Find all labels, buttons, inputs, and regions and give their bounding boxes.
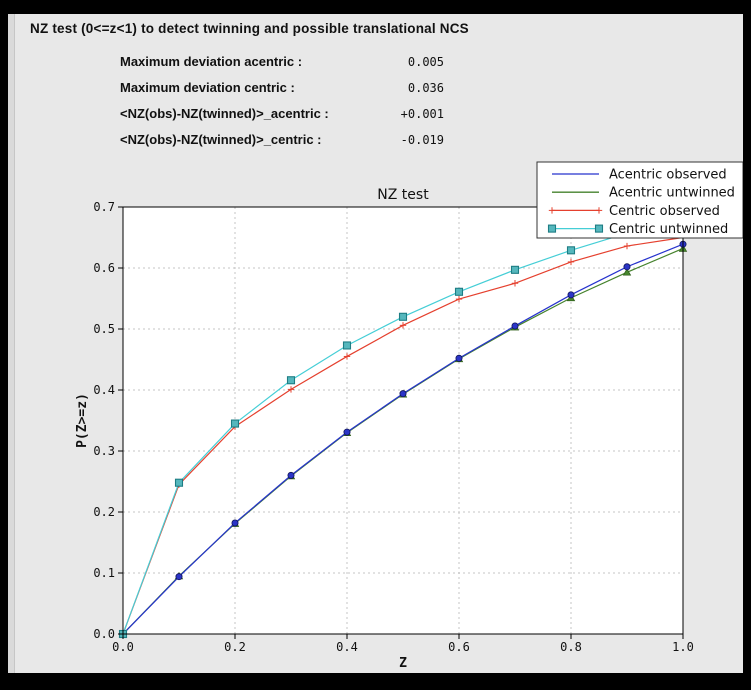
stat-row: <NZ(obs)-NZ(twinned)>_centric : -0.019 [120,132,444,147]
legend-label: Acentric observed [609,168,727,183]
stat-row: Maximum deviation acentric : 0.005 [120,54,444,69]
legend-label: Centric untwinned [609,222,728,237]
svg-text:0.6: 0.6 [448,640,470,654]
report-panel: NZ test (0<=z<1) to detect twinning and … [8,14,744,673]
svg-text:0.0: 0.0 [93,627,115,641]
legend: Acentric observed Acentric untwinned Centr… [536,161,744,239]
legend-label: Centric observed [609,204,720,219]
svg-text:0.5: 0.5 [93,322,115,336]
x-axis-label: Z [399,656,407,671]
stat-value: 0.036 [407,81,444,95]
page-title: NZ test (0<=z<1) to detect twinning and … [30,21,469,36]
svg-text:0.8: 0.8 [560,640,582,654]
window-edge [8,14,15,673]
svg-text:0.7: 0.7 [93,200,115,214]
stat-label: <NZ(obs)-NZ(twinned)>_acentric : [120,106,329,121]
stat-row: Maximum deviation centric : 0.036 [120,80,444,95]
stat-row: <NZ(obs)-NZ(twinned)>_acentric : +0.001 [120,106,444,121]
stat-label: Maximum deviation centric : [120,80,295,95]
svg-text:0.4: 0.4 [336,640,358,654]
svg-text:0.2: 0.2 [93,505,115,519]
svg-text:0.0: 0.0 [112,640,134,654]
tick-labels: 0.0 0.2 0.4 0.6 0.8 1.0 0.0 0.1 0.2 0.3 0.4 0.5 0.6 0… [93,200,694,654]
chart-svg: 0.0 0.2 0.4 0.6 0.8 1.0 0.0 0.1 0.2 0.3 0.4 0.5 0.6 0… [75,161,744,671]
gridlines [123,207,683,634]
svg-text:0.4: 0.4 [93,383,115,397]
nz-test-chart: 0.0 0.2 0.4 0.6 0.8 1.0 0.0 0.1 0.2 0.3 0.4 0.5 0.6 0… [8,14,744,673]
legend-label: Acentric untwinned [609,186,735,201]
stat-value: -0.019 [400,133,444,147]
svg-text:0.1: 0.1 [93,566,115,580]
stats-block: Maximum deviation acentric : 0.005 Maxim… [120,54,444,158]
svg-text:0.6: 0.6 [93,261,115,275]
stat-label: <NZ(obs)-NZ(twinned)>_centric : [120,132,322,147]
svg-text:0.3: 0.3 [93,444,115,458]
stat-label: Maximum deviation acentric : [120,54,303,69]
plot-area [123,207,683,634]
chart-title: NZ test [377,187,429,203]
svg-text:0.2: 0.2 [224,640,246,654]
stat-value: 0.005 [407,55,444,69]
stat-value: +0.001 [400,107,444,121]
y-axis-label: P(Z>=z) [75,393,90,448]
svg-text:1.0: 1.0 [672,640,694,654]
axis-ticks [118,206,684,639]
axes-frame [122,206,684,635]
